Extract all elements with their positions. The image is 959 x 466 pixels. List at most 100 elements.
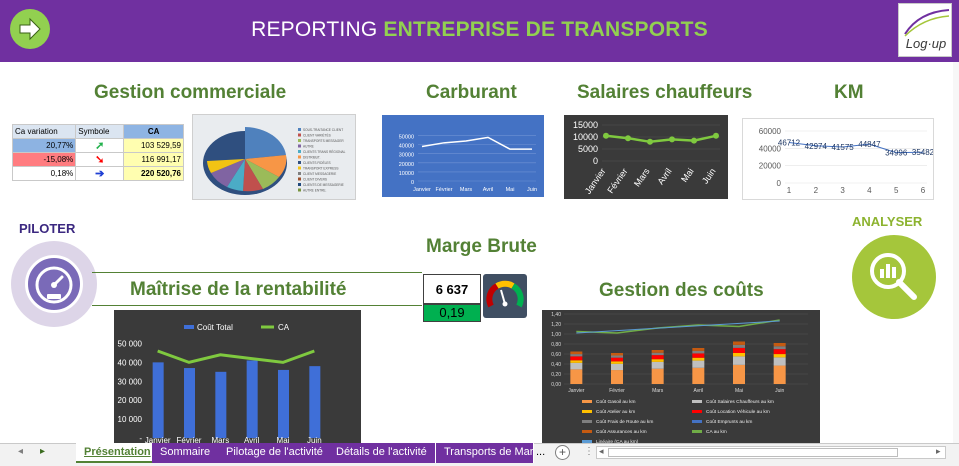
y-tick-label: 10 000: [118, 415, 143, 424]
data-point: [713, 132, 719, 139]
pie-legend-swatch: [298, 155, 301, 159]
section-title-gestion-couts: Gestion des coûts: [599, 280, 764, 301]
stack-segment: [733, 356, 745, 365]
section-title-maitrise: Maîtrise de la rentabilité: [130, 279, 347, 300]
stack-segment: [570, 351, 583, 355]
y-tick-label: 1,00: [551, 332, 561, 338]
legend-label: Coût Atelier au km: [596, 409, 635, 415]
bar: [152, 362, 164, 438]
legend-label: Coût Frais de Route au km: [596, 419, 653, 425]
y-tick-label: 0,00: [551, 382, 561, 388]
legend-label: CA au km: [706, 429, 727, 435]
table-header: Symbole: [75, 124, 125, 139]
y-tick-label: 40 000: [118, 358, 143, 367]
stack-segment: [570, 362, 583, 370]
data-point: [625, 135, 631, 142]
tab-sommaire[interactable]: Sommaire: [152, 443, 220, 463]
x-tick-label: Janvier: [583, 166, 608, 196]
header-banner: [0, 0, 959, 62]
table-cell: 103 529,59: [123, 138, 184, 153]
y-tick-label: 15000: [573, 120, 598, 130]
pie-legend-swatch: [298, 144, 301, 148]
legend-swatch: [582, 430, 592, 433]
section-title-salaires: Salaires chauffeurs: [577, 82, 753, 103]
section-title-marge-brute: Marge Brute: [426, 236, 537, 257]
data-point: [691, 137, 697, 144]
stack-segment: [611, 355, 623, 358]
right-arrow-icon: ➔: [75, 166, 125, 181]
pie-legend-swatch: [298, 161, 301, 164]
add-sheet-button[interactable]: +: [555, 445, 570, 460]
tab-pilotage[interactable]: Pilotage de l'activité: [218, 443, 332, 463]
stack-segment: [611, 370, 623, 384]
tab-transports[interactable]: Transports de Marc: [436, 443, 534, 463]
scroll-left-icon[interactable]: ◂: [599, 446, 604, 456]
data-label: 44847: [858, 140, 881, 149]
stack-segment: [611, 353, 623, 356]
x-tick-label: Janvier: [145, 436, 171, 443]
x-tick-label: 3: [840, 186, 845, 195]
km-chart: 60000 40000 20000 0 46712 42974 41575 44847 3499…: [759, 127, 935, 195]
y-tick-label: 5000: [578, 144, 598, 154]
pie-legend-label: CLIENT MESSAGERIE: [303, 172, 336, 176]
y-tick-label: 50 000: [118, 339, 143, 348]
prev-sheet-icon[interactable]: ◂: [18, 446, 24, 457]
x-tick-label: Juin: [307, 436, 322, 443]
y-tick-label: 20000: [759, 162, 782, 171]
bar: [215, 371, 227, 438]
analyser-button[interactable]: [852, 235, 936, 319]
tab-presentation[interactable]: Présentation: [76, 443, 159, 463]
up-arrow-icon: ➚: [75, 138, 125, 153]
stack-segment: [692, 348, 705, 351]
vertical-scrollbar[interactable]: [953, 62, 959, 443]
stack-segment: [773, 357, 786, 366]
pie-legend-label: TRANSPORTS MESSAGER: [303, 139, 344, 143]
y-tick-label: 0: [777, 179, 782, 188]
pie-legend-swatch: [298, 133, 301, 137]
y-tick-label: -: [139, 434, 142, 443]
more-tabs-button[interactable]: ...: [536, 446, 546, 458]
scroll-right-icon[interactable]: ▸: [936, 446, 941, 456]
right-arrow-icon: [19, 17, 41, 41]
stack-segment: [692, 367, 705, 384]
y-tick-label: 0,60: [551, 352, 561, 358]
stack-segment: [651, 350, 664, 353]
table-row: 0,18% ➔ 220 520,76: [11, 166, 184, 181]
carburant-chart-panel[interactable]: 50000 40000 30000 20000 10000 0 Janvier Février…: [382, 115, 544, 197]
pie-legend-swatch: [298, 172, 301, 175]
pie-legend-label: CLIENT DIVERS: [303, 178, 327, 182]
data-point: [647, 138, 653, 145]
legend-swatch: [184, 325, 194, 329]
next-sheet-icon[interactable]: ▸: [40, 446, 46, 457]
analyser-label: ANALYSER: [852, 214, 923, 229]
rentabilite-chart-panel[interactable]: 50 000 40 000 30 000 20 000 10 000 - Coût Tota…: [114, 310, 361, 445]
x-tick-label: Avril: [244, 436, 260, 443]
stack-segment: [733, 352, 745, 357]
pie-chart-panel[interactable]: SOUS-TRAITANCE CLIENT CLIENT VARIÉTÉS TRAN…: [192, 114, 356, 200]
stack-segment: [692, 360, 705, 368]
stack-segment: [651, 355, 664, 360]
salaires-chart-panel[interactable]: 15000 10000 5000 0 Janvier Février Mars Avril Ma…: [564, 115, 728, 199]
pie-legend-label: TRANSPORT EXPRESS: [303, 167, 339, 171]
km-chart-panel[interactable]: 60000 40000 20000 0 46712 42974 41575 44847 3499…: [742, 118, 935, 200]
pie-legend-label: CLIENT VARIÉTÉS: [303, 133, 331, 138]
maitrise-banner: [92, 272, 422, 306]
piloter-label: PILOTER: [19, 221, 76, 236]
legend-swatch: [692, 420, 702, 423]
tab-details[interactable]: Détails de l'activité: [328, 443, 436, 463]
x-tick-label: 4: [867, 186, 872, 195]
y-tick-label: 10000: [399, 171, 414, 177]
legend-label: Linéaire (CA au km): [596, 439, 639, 443]
couts-chart-panel[interactable]: 1,40 1,20 1,00 0,80 0,60 0,40 0,20 0,00 Janvier F…: [542, 310, 820, 445]
bar: [184, 368, 195, 438]
logo-text: Log·up: [905, 36, 947, 51]
x-tick-label: Juin: [527, 187, 537, 193]
tab-split-handle[interactable]: ⋮: [584, 446, 594, 457]
scrollbar-thumb[interactable]: [608, 448, 898, 457]
y-tick-label: 10000: [573, 132, 598, 142]
pie-legend-label: AUTRE ENTRE.: [303, 189, 326, 193]
y-tick-label: 30 000: [118, 377, 143, 386]
stack-segment: [651, 368, 664, 384]
next-arrow-button[interactable]: [10, 9, 50, 49]
x-tick-label: Avril: [655, 166, 673, 186]
